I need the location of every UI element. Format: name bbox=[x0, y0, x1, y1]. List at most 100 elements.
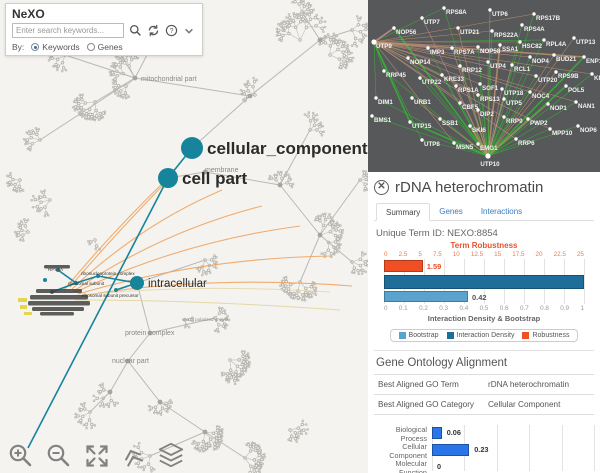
search-by-genes-radio[interactable]: Genes bbox=[86, 42, 123, 52]
gene-node-RCL1[interactable]: RCL1 bbox=[514, 66, 531, 73]
term-label[interactable]: site of polarized growth bbox=[182, 317, 229, 322]
term-label[interactable]: mitochondrial part bbox=[141, 76, 197, 83]
gene-node-RPS4A[interactable]: RPS4A bbox=[524, 26, 545, 33]
gene-node-PWP2[interactable]: PWP2 bbox=[530, 120, 548, 127]
go-chart-row: Molecular Function 0 bbox=[395, 458, 442, 473]
gene-node-RPS22A[interactable]: RPS22A bbox=[494, 32, 519, 39]
gene-node-POL5[interactable]: POL5 bbox=[568, 87, 585, 94]
tab-interactions[interactable]: Interactions bbox=[480, 207, 523, 216]
gene-node-URB1[interactable]: URB1 bbox=[414, 99, 431, 106]
collapse-icon[interactable] bbox=[119, 442, 148, 472]
gene-node-NOC4[interactable]: NOC4 bbox=[532, 93, 550, 100]
term-node-label[interactable]: cellular_component bbox=[207, 139, 368, 158]
ontology-tree-svg[interactable]: RPS1A ribonucleoprotein complex ribosomal … bbox=[0, 0, 368, 473]
tree-toolbar bbox=[8, 441, 186, 469]
gene-node-UTP6[interactable]: UTP6 bbox=[492, 11, 508, 18]
bottom-axis: 0 0.1 0.2 0.3 0.4 0.5 0.6 0.7 0.8 0.9 1 bbox=[384, 305, 584, 312]
layers-icon[interactable] bbox=[156, 441, 186, 469]
legend-bootstrap: Bootstrap bbox=[398, 332, 439, 339]
gene-node-UTP21[interactable]: UTP21 bbox=[460, 29, 480, 36]
search-icon[interactable] bbox=[128, 24, 142, 38]
gene-node-RRP45[interactable]: RRP45 bbox=[386, 72, 407, 79]
gene-node-UTP4[interactable]: UTP4 bbox=[490, 63, 506, 70]
gene-node-DIP2[interactable]: DIP2 bbox=[480, 111, 494, 118]
interaction-network-panel[interactable]: RPS8A UTP6 RPS17B UTP7 NOP56 UTP21 RPS22A RPS4A… bbox=[368, 0, 600, 172]
zoom-out-icon[interactable] bbox=[46, 443, 72, 469]
tab-genes[interactable]: Genes bbox=[439, 207, 463, 216]
svg-text:?: ? bbox=[169, 28, 173, 35]
help-icon[interactable]: ? bbox=[164, 24, 178, 38]
term-label[interactable]: protein complex bbox=[125, 330, 175, 337]
gene-node-NAN1[interactable]: NAN1 bbox=[578, 103, 595, 110]
interaction-network-svg[interactable]: RPS8A UTP6 RPS17B UTP7 NOP56 UTP21 RPS22A RPS4A… bbox=[368, 0, 600, 172]
cluster-term-label[interactable]: ribosomal subunit bbox=[68, 281, 105, 286]
zoom-in-icon[interactable] bbox=[8, 443, 34, 469]
gene-node-RPS1A[interactable]: RPS1A bbox=[458, 87, 479, 94]
chart-legend: Bootstrap Interaction Density Robustness bbox=[389, 329, 579, 342]
search-input[interactable] bbox=[12, 23, 124, 38]
gene-node-DIM1[interactable]: DIM1 bbox=[378, 99, 393, 106]
gene-node-SOF1[interactable]: SOF1 bbox=[482, 85, 499, 92]
gene-node-RPS7A[interactable]: RPS7A bbox=[454, 49, 475, 56]
gene-node-RPL4A[interactable]: RPL4A bbox=[546, 41, 567, 48]
gene-node-BUD21[interactable]: BUD21 bbox=[556, 56, 577, 63]
gene-node-RPS17B[interactable]: RPS17B bbox=[536, 15, 561, 22]
gene-node-HSC82[interactable]: HSC82 bbox=[522, 43, 543, 50]
gene-node-KRR1[interactable]: KRR1 bbox=[594, 75, 600, 82]
gene-node-NOP56[interactable]: NOP56 bbox=[396, 29, 417, 36]
gene-node-NOP58[interactable]: NOP58 bbox=[480, 48, 501, 55]
radio-dot[interactable] bbox=[31, 43, 40, 51]
gene-node-EMG1[interactable]: EMG1 bbox=[480, 145, 498, 152]
gene-node-BMS1[interactable]: BMS1 bbox=[374, 117, 392, 124]
term-node-label[interactable]: intracellular bbox=[148, 278, 207, 290]
gene-node-UTP8[interactable]: UTP8 bbox=[424, 141, 440, 148]
cluster-term-label[interactable]: ribonucleoprotein complex bbox=[81, 271, 135, 276]
gene-node-UTP7[interactable]: UTP7 bbox=[424, 19, 440, 26]
gene-node-UTP20[interactable]: UTP20 bbox=[538, 77, 558, 84]
fit-to-screen-icon[interactable] bbox=[84, 443, 110, 469]
gene-node-UTP13[interactable]: UTP13 bbox=[576, 39, 596, 46]
term-label[interactable]: nuclear part bbox=[112, 358, 149, 365]
gene-node-UTP18[interactable]: UTP18 bbox=[504, 90, 524, 97]
gene-node-SSA1[interactable]: SSA1 bbox=[502, 46, 519, 53]
gene-node-RRP12[interactable]: RRP12 bbox=[462, 67, 483, 74]
cluster-term-label[interactable]: RPS1A bbox=[48, 267, 64, 272]
gene-node-UTP9[interactable]: UTP9 bbox=[376, 43, 392, 50]
gene-node-NOP4[interactable]: NOP4 bbox=[532, 58, 549, 65]
term-label[interactable]: membrane bbox=[205, 167, 239, 174]
cluster-term-label[interactable]: ribosomal subunit precursor bbox=[82, 293, 139, 298]
tab-summary[interactable]: Summary bbox=[376, 203, 431, 221]
gene-node-KRE33[interactable]: KRE33 bbox=[444, 76, 465, 83]
gene-node-NOP14[interactable]: NOP14 bbox=[410, 59, 431, 66]
search-by-keywords-radio[interactable]: Keywords bbox=[31, 42, 80, 52]
chevron-down-icon[interactable] bbox=[182, 24, 196, 38]
gene-node-NOP1[interactable]: NOP1 bbox=[550, 105, 567, 112]
gene-node-RRP6[interactable]: RRP6 bbox=[518, 140, 535, 147]
gene-node-UTP15[interactable]: UTP15 bbox=[412, 123, 432, 130]
radio-dot[interactable] bbox=[86, 43, 95, 51]
gene-node-IMP3[interactable]: IMP3 bbox=[430, 49, 445, 56]
refresh-icon[interactable] bbox=[146, 24, 160, 38]
gene-node-RRP9[interactable]: RRP9 bbox=[506, 118, 523, 125]
radio-label: Genes bbox=[97, 42, 123, 52]
gene-node-ENP1[interactable]: ENP1 bbox=[586, 58, 600, 65]
ontology-tree-canvas[interactable]: RPS1A ribonucleoprotein complex ribosomal … bbox=[0, 0, 368, 473]
gene-node-RPS9B[interactable]: RPS9B bbox=[558, 73, 579, 80]
bar-robustness bbox=[384, 260, 423, 272]
gene-node-UTP22[interactable]: UTP22 bbox=[422, 79, 442, 86]
gene-node-MPP10[interactable]: MPP10 bbox=[552, 130, 573, 137]
go-alignment-heading: Gene Ontology Alignment bbox=[376, 357, 508, 369]
gene-node-RPS8A[interactable]: RPS8A bbox=[446, 9, 467, 16]
gene-node-CBF5[interactable]: CBF5 bbox=[462, 104, 479, 111]
gene-node-MSN5[interactable]: MSN5 bbox=[456, 144, 474, 151]
unique-term-id: Unique Term ID: NEXO:8854 bbox=[376, 228, 498, 239]
gene-node-NOP6[interactable]: NOP6 bbox=[580, 127, 597, 134]
gene-node-UTP10[interactable]: UTP10 bbox=[480, 161, 500, 168]
gene-node-RPS13[interactable]: RPS13 bbox=[480, 96, 500, 103]
gene-node-UTP5[interactable]: UTP5 bbox=[506, 100, 522, 107]
term-node-label[interactable]: cell part bbox=[182, 169, 248, 188]
gene-node-SSB1[interactable]: SSB1 bbox=[442, 120, 459, 127]
close-icon[interactable]: ✕ bbox=[374, 180, 389, 195]
gene-node-SKI6[interactable]: SKI6 bbox=[472, 127, 486, 134]
